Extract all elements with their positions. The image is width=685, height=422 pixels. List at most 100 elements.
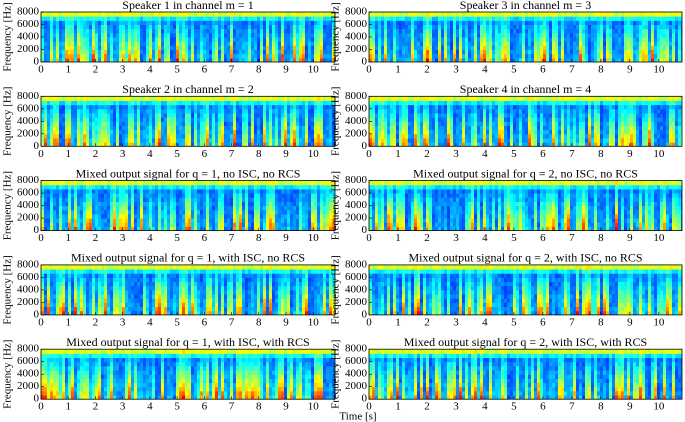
cell (381, 96, 385, 101)
cell (104, 20, 108, 25)
cell (378, 45, 382, 50)
cell (137, 113, 141, 118)
cell (113, 37, 117, 42)
cell (654, 54, 658, 59)
cell (516, 50, 520, 55)
cell (191, 33, 195, 38)
cell (654, 117, 658, 122)
cell (308, 45, 312, 50)
cell (50, 105, 54, 110)
cell (101, 130, 105, 135)
cell (612, 33, 616, 38)
cell (660, 12, 664, 17)
cell (161, 105, 165, 110)
cell (44, 113, 48, 118)
panel-title: Speaker 2 in channel m = 2 (122, 82, 253, 96)
cell (477, 54, 481, 59)
cell (143, 20, 147, 25)
cell (287, 12, 291, 17)
cell (444, 45, 448, 50)
cell (669, 121, 673, 126)
cell (480, 113, 484, 118)
cell (480, 29, 484, 34)
cell (305, 25, 309, 30)
cell (423, 16, 427, 21)
cell (62, 138, 66, 143)
cell (182, 117, 186, 122)
cell (251, 16, 255, 21)
cell (296, 16, 300, 21)
cell (260, 138, 264, 143)
cell (191, 130, 195, 135)
cell (510, 100, 514, 105)
cell (570, 121, 574, 126)
cell (227, 29, 231, 34)
cell (152, 37, 156, 42)
cell (579, 45, 583, 50)
cell (483, 138, 487, 143)
cell (254, 37, 258, 42)
cell (528, 113, 532, 118)
cell (236, 138, 240, 143)
cell (176, 134, 180, 139)
cell (293, 37, 297, 42)
cell (152, 109, 156, 114)
cell (230, 50, 234, 55)
cell (257, 138, 261, 143)
cell (399, 121, 403, 126)
cell (155, 45, 159, 50)
cell (188, 96, 192, 101)
cell (600, 109, 604, 114)
cell (576, 100, 580, 105)
cell (504, 109, 508, 114)
cell (555, 105, 559, 110)
cell (209, 25, 213, 30)
cell (263, 50, 267, 55)
cell (582, 109, 586, 114)
cell (546, 37, 550, 42)
cell (176, 138, 180, 143)
cell (504, 20, 508, 25)
cell (609, 100, 613, 105)
cell (414, 20, 418, 25)
cell (209, 12, 213, 17)
cell (390, 41, 394, 46)
cell (654, 138, 658, 143)
cell (260, 113, 264, 118)
cell (459, 113, 463, 118)
cell (113, 45, 117, 50)
cell (59, 12, 63, 17)
cell (176, 41, 180, 46)
cell (567, 37, 571, 42)
cell (59, 20, 63, 25)
cell (203, 20, 207, 25)
cell (378, 121, 382, 126)
cell (281, 125, 285, 130)
cell (143, 134, 147, 139)
cell (110, 105, 114, 110)
cell (224, 138, 228, 143)
cell (245, 138, 249, 143)
cell (155, 29, 159, 34)
cell (71, 105, 75, 110)
cell (672, 105, 676, 110)
cell (302, 16, 306, 21)
cell (477, 20, 481, 25)
cell (98, 20, 102, 25)
cell (101, 54, 105, 59)
cell (513, 109, 517, 114)
cell (414, 125, 418, 130)
cell (513, 130, 517, 135)
cell (194, 37, 198, 42)
cell (510, 45, 514, 50)
cell (128, 54, 132, 59)
cell (540, 109, 544, 114)
cell (227, 50, 231, 55)
cell (408, 45, 412, 50)
cell (489, 130, 493, 135)
cell (302, 54, 306, 59)
cell (528, 45, 532, 50)
cell (435, 41, 439, 46)
cell (486, 117, 490, 122)
cell (107, 12, 111, 17)
